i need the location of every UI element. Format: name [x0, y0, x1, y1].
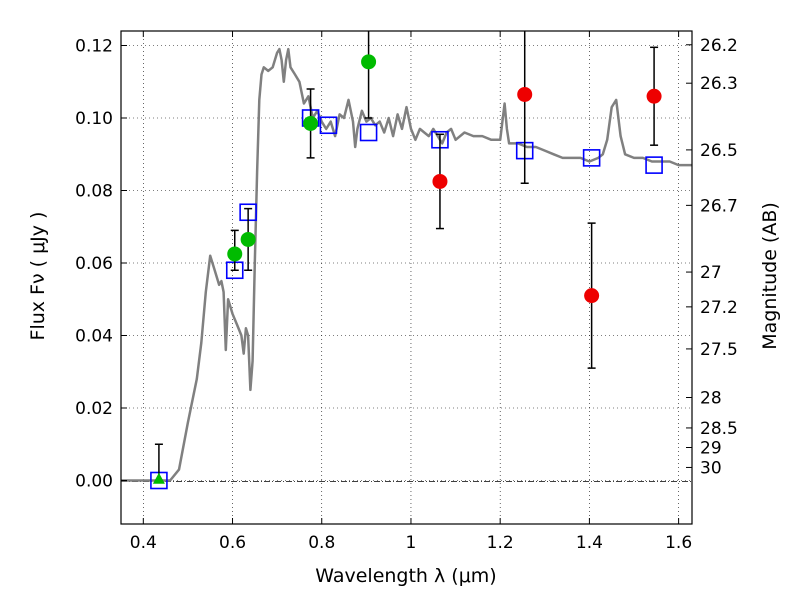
green-point: [303, 115, 319, 131]
mag-tick-label: 27.2: [700, 298, 738, 318]
mag-tick-label: 28.5: [700, 419, 738, 439]
green-point: [227, 246, 243, 262]
red-point: [517, 86, 533, 102]
red-point: [432, 173, 448, 189]
y-tick-label: 0.12: [75, 37, 113, 57]
data-markers: [150, 31, 663, 490]
mag-tick-label: 29: [700, 439, 722, 459]
x-tick-label: 0.4: [130, 533, 157, 553]
mag-tick-label: 27.5: [700, 340, 738, 360]
green-point: [240, 231, 256, 247]
x-axis-label: Wavelength λ (μm): [315, 565, 496, 587]
x-tick-label: 0.8: [308, 533, 335, 553]
y2-axis-label: Magnitude (AB): [759, 202, 781, 350]
x-tick-label: 1.2: [487, 533, 514, 553]
model-band-square: [582, 149, 601, 167]
model-band-square: [319, 116, 338, 135]
mag-tick-label: 26.3: [700, 74, 738, 94]
mag-tick-label: 30: [700, 458, 722, 478]
red-point: [584, 288, 600, 304]
y-tick-label: 0.08: [75, 182, 113, 202]
mag-tick-label: 28: [700, 388, 722, 408]
x-tick-label: 1.6: [665, 533, 692, 553]
green-point: [361, 54, 377, 70]
y-tick-label: 0.04: [75, 327, 113, 347]
mag-tick-label: 26.2: [700, 36, 738, 56]
y-tick-label: 0.06: [75, 254, 113, 274]
model-band-square: [359, 123, 378, 142]
model-band-square: [645, 156, 663, 174]
x-tick-label: 1: [406, 533, 417, 553]
y-axis-label: Flux Fν ( μJy ): [27, 212, 49, 341]
mag-tick-label: 26.7: [700, 196, 738, 216]
triangle-point: [152, 472, 165, 484]
y-tick-label: 0.00: [75, 472, 113, 492]
x-tick-label: 1.4: [576, 533, 603, 553]
y-tick-label: 0.02: [75, 399, 113, 419]
y-tick-label: 0.10: [75, 109, 113, 129]
axis-ticks: 0.4 0.6 0.8 1 1.2 1.4 1.6 0.00 0.02 0.04 0.06 0.08 0…: [75, 31, 738, 553]
mag-tick-label: 27: [700, 263, 722, 283]
x-tick-label: 0.6: [219, 533, 246, 553]
plot-frame: [120, 30, 693, 525]
model-spectrum-line: [121, 47, 692, 482]
red-point: [646, 88, 662, 104]
mag-tick-label: 26.5: [700, 141, 738, 161]
